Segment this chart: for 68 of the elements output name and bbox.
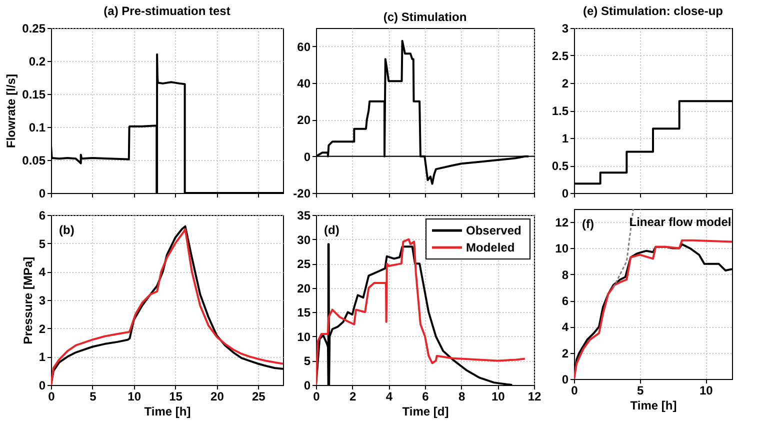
y-tick-label: 10 xyxy=(555,242,569,256)
y-tick-label: 15 xyxy=(297,306,311,320)
y-tick-label: 3 xyxy=(38,294,46,308)
y-tick-label: 0 xyxy=(562,372,569,386)
y-tick-label: 1.5 xyxy=(552,104,569,118)
x-tick-label: 6 xyxy=(422,390,430,404)
x-tick-label: 12 xyxy=(528,390,542,404)
y-tick-label: 30 xyxy=(297,232,311,247)
y-tick-label: -20 xyxy=(293,186,311,200)
y-tick-label: 20 xyxy=(297,113,311,128)
annotation: (b) xyxy=(59,223,74,237)
x-axis-title: Time [h] xyxy=(144,404,191,418)
y-tick-label: 8 xyxy=(562,268,569,282)
y-tick-label: 1 xyxy=(38,350,46,364)
x-tick-label: 4 xyxy=(386,390,393,404)
x-tick-label: 10 xyxy=(491,390,506,404)
y-tick-label: 10 xyxy=(297,330,311,344)
annotation: (d) xyxy=(324,223,340,237)
y-tick-label: 2 xyxy=(562,76,569,90)
x-axis-title: Time [d] xyxy=(402,404,449,418)
x-axis-title: Time [h] xyxy=(630,398,677,412)
y-tick-label: 5 xyxy=(304,354,311,368)
x-tick-label: 25 xyxy=(252,390,266,404)
y-tick-label: 5 xyxy=(38,236,46,251)
legend-label: Modeled xyxy=(466,240,515,254)
y-tick-label: 4 xyxy=(562,320,569,334)
y-tick-label: 6 xyxy=(38,208,46,222)
y-tick-label: 2 xyxy=(38,322,46,336)
y-axis-title: Flowrate [l/s] xyxy=(4,74,18,148)
y-tick-label: 0 xyxy=(38,186,46,200)
y-tick-label: 60 xyxy=(297,40,311,54)
series-label: Linear flow model xyxy=(629,215,732,229)
chart-title: (e) Stimulation: close-up xyxy=(582,4,724,18)
x-tick-label: 8 xyxy=(458,390,466,404)
x-tick-label: 0 xyxy=(48,390,56,404)
x-tick-label: 2 xyxy=(349,390,356,404)
y-tick-label: 1 xyxy=(562,132,569,146)
annotation: (f) xyxy=(582,217,594,231)
y-tick-label: 0.2 xyxy=(28,54,46,68)
y-tick-label: 20 xyxy=(297,281,311,296)
legend-label: Observed xyxy=(466,224,522,238)
y-tick-label: 0.1 xyxy=(28,120,46,134)
y-tick-label: 40 xyxy=(297,76,311,90)
x-tick-label: 10 xyxy=(699,384,714,398)
y-tick-label: 0.25 xyxy=(22,22,46,36)
x-tick-label: 20 xyxy=(210,390,224,404)
y-tick-label: 2.5 xyxy=(552,49,569,63)
y-tick-label: 35 xyxy=(297,208,311,222)
x-tick-label: 0 xyxy=(313,390,320,404)
y-tick-label: 6 xyxy=(562,294,569,308)
y-axis-title: Pressure [MPa] xyxy=(20,256,35,344)
x-tick-label: 15 xyxy=(169,390,183,404)
x-tick-label: 5 xyxy=(90,390,97,404)
y-tick-label: 3 xyxy=(562,22,569,36)
y-tick-label: 2 xyxy=(562,346,569,360)
y-tick-label: 25 xyxy=(297,257,311,272)
x-tick-label: 5 xyxy=(636,384,644,398)
y-tick-label: 4 xyxy=(38,265,46,280)
y-tick-label: 12 xyxy=(555,216,569,230)
x-tick-label: 10 xyxy=(128,390,142,404)
y-tick-label: 0.15 xyxy=(22,88,46,102)
x-tick-label: 0 xyxy=(571,384,578,398)
y-tick-label: 0 xyxy=(562,186,569,200)
chart-title: (a) Pre-stimuation test xyxy=(104,4,230,18)
y-tick-label: 0.5 xyxy=(552,159,569,173)
y-tick-label: 0.05 xyxy=(22,154,46,168)
y-tick-label: 0 xyxy=(304,150,311,164)
chart-title: (c) Stimulation xyxy=(383,10,467,24)
